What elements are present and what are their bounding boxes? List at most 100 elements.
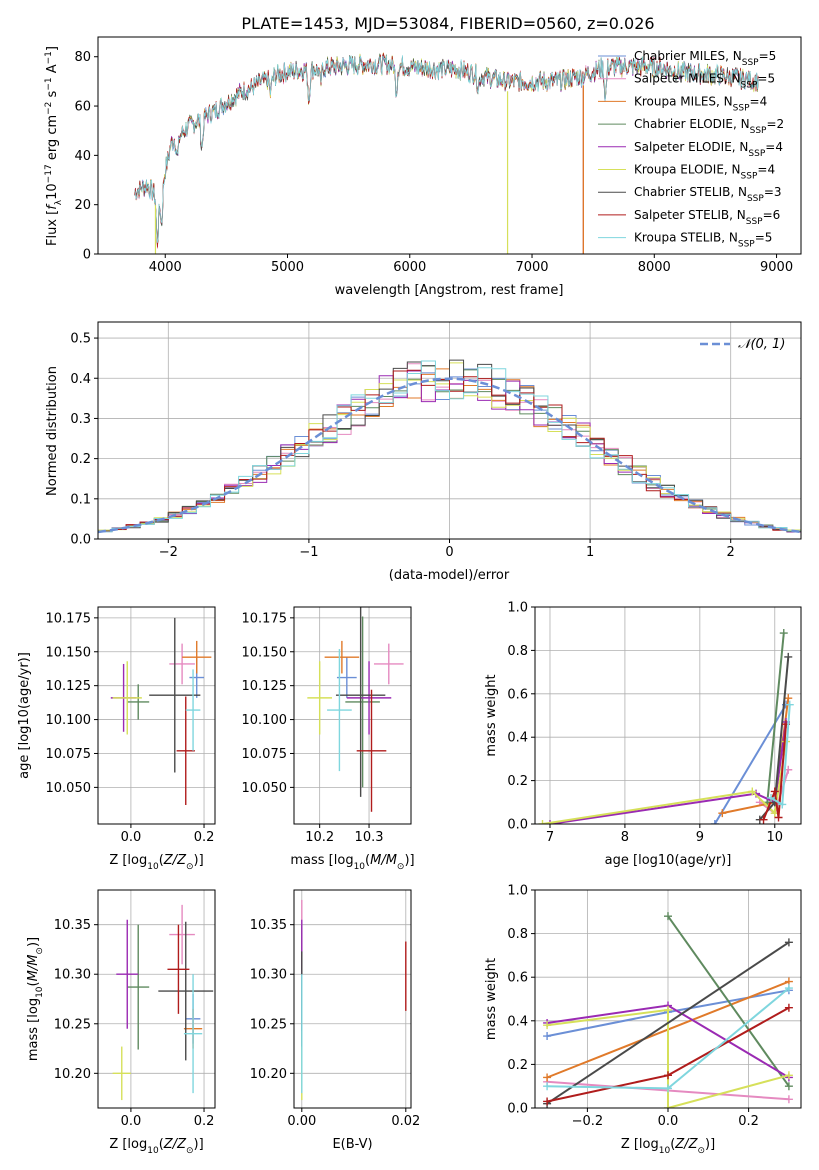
weight_vs_Z-xtick-label: 0.2 xyxy=(738,1114,759,1129)
spectrum-xtick-label: 8000 xyxy=(638,260,671,275)
weight_vs_Z-series-kroupa-elodie xyxy=(546,1008,790,1108)
age_vs_Z-xtick-label: 0.2 xyxy=(194,830,215,845)
age_vs_Z-point-salpeter-miles xyxy=(169,643,195,685)
normal-curve xyxy=(98,377,801,534)
age_vs_mass-point-kroupa-stelib xyxy=(327,649,352,772)
weight_vs_age-series-chabrier-stelib-marker xyxy=(784,652,793,661)
weight_vs_Z-series-kroupa-elodie-marker xyxy=(784,1071,793,1080)
age_vs_Z-point-chabrier-stelib xyxy=(149,617,201,773)
residuals-ytick-label: 0.4 xyxy=(70,372,91,387)
age_vs_Z-ytick-label: 10.050 xyxy=(46,781,92,796)
residuals-panel: −2 −1 0 1 2 0.0 0.1 0.2 0.3 0.4 0.5 (data-model)/er… xyxy=(45,321,802,583)
weight_vs_Z-ytick-label: 0.2 xyxy=(507,1058,528,1073)
weight_vs_Z-series-chabrier-stelib-marker xyxy=(784,938,793,947)
weight_vs_Z-series-salpeter-stelib-marker xyxy=(784,1003,793,1012)
spectrum-ytick-label: 40 xyxy=(74,149,91,164)
residuals-xtick-label: −2 xyxy=(159,545,178,560)
residuals-ytick-label: 0.2 xyxy=(70,452,91,467)
weight_vs_Z-ytick-label: 0.0 xyxy=(507,1102,528,1117)
weight_vs_age-xtick-label: 10 xyxy=(767,830,784,845)
age_vs_Z-ytick-label: 10.075 xyxy=(46,747,92,762)
weight_vs_age-ytick-label: 0.8 xyxy=(507,644,528,659)
spectrum-xtick-label: 5000 xyxy=(271,260,304,275)
weight_vs_Z-series-kroupa-miles-marker xyxy=(543,1073,552,1082)
mass_vs_Z-point-kroupa-elodie xyxy=(112,1046,131,1101)
weight_vs_Z-series-chabrier-elodie-marker xyxy=(784,1082,793,1091)
mass_vs_Z-point-salpeter-elodie xyxy=(116,919,139,1029)
age_vs_Z-point-kroupa-stelib xyxy=(185,669,201,751)
spectrum-xtick-label: 4000 xyxy=(149,260,182,275)
age_vs_mass-ytick-label: 10.050 xyxy=(242,781,288,796)
weight_vs_Z-series-chabrier-elodie-marker xyxy=(664,912,672,921)
weight_vs_age-ytick-label: 0.0 xyxy=(507,818,528,833)
residuals-hist-kroupa-stelib xyxy=(98,360,801,534)
mass_vs_Z-ytick-label: 10.25 xyxy=(54,1017,91,1032)
age_vs_Z-point-salpeter-stelib xyxy=(176,696,195,806)
age_vs_Z-xlabel: Z [log10(Z/Z⊙)] xyxy=(109,853,203,872)
age_vs_mass-point-salpeter-elodie xyxy=(346,661,392,735)
weight_vs_Z-series-salpeter-stelib-marker xyxy=(664,1071,672,1080)
spectrum-ytick-label: 80 xyxy=(74,50,91,65)
weight_vs_Z-ytick-label: 0.4 xyxy=(507,1014,528,1029)
weight_vs_age-series-kroupa-miles-marker xyxy=(718,809,727,818)
spectrum-ytick-label: 0 xyxy=(83,248,91,263)
mass_vs_Z-point-salpeter-miles xyxy=(169,904,195,965)
age-vs-z-panel: 0.0 0.2 10.050 10.075 10.100 10.125 10.150 10.1… xyxy=(17,606,216,872)
age_vs_mass-ytick-label: 10.100 xyxy=(242,713,288,728)
weight_vs_age-xtick-label: 7 xyxy=(546,830,554,845)
weight_vs_age-series-salpeter-elodie xyxy=(549,721,787,824)
weight_vs_Z-ytick-label: 1.0 xyxy=(507,884,528,899)
residuals-ytick-label: 0.5 xyxy=(70,332,91,347)
residuals-xtick-label: −1 xyxy=(299,545,318,560)
age_vs_mass-point-kroupa-elodie xyxy=(307,661,333,735)
weight_vs_Z-series-kroupa-stelib-marker xyxy=(664,1084,672,1093)
mass_vs_Z-ytick-label: 10.30 xyxy=(54,968,91,983)
spectrum-legend-entry: Salpeter STELIB, NSSP=6 xyxy=(634,208,780,227)
mass_vs_Z-frame xyxy=(97,889,216,1109)
spectrum-xtick-label: 7000 xyxy=(515,260,548,275)
spectrum-ytick-label: 60 xyxy=(74,100,91,115)
weight_vs_age-ytick-label: 0.4 xyxy=(507,731,528,746)
weight_vs_Z-series-kroupa-elodie-marker xyxy=(664,1104,672,1108)
age_vs_mass-point-chabrier-elodie xyxy=(345,616,380,788)
residuals-xtick-label: 0 xyxy=(445,545,453,560)
residuals-xtick-label: 2 xyxy=(727,545,735,560)
age_vs_Z-xtick-label: 0.0 xyxy=(121,830,142,845)
age-vs-mass-panel: 10.2 10.3 10.050 10.075 10.100 10.125 10.150 10… xyxy=(242,606,415,872)
weight_vs_age-series-chabrier-elodie-marker xyxy=(779,629,788,638)
mass_vs_ebv-xtick-label: 0.00 xyxy=(287,1114,316,1129)
weight_vs_age-series-salpeter-stelib-marker xyxy=(774,813,783,822)
mass_vs_Z-xtick-label: 0.0 xyxy=(121,1114,142,1129)
weight_vs_age-series-chabrier-elodie xyxy=(766,632,785,803)
spectrum-legend-entry: Chabrier STELIB, NSSP=3 xyxy=(634,185,782,204)
weight_vs_Z-series-salpeter-miles-marker xyxy=(784,1095,793,1104)
mass-vs-z-panel: 0.0 0.2 10.20 10.25 10.30 10.35 Z [log10(Z/Z⊙)… xyxy=(26,889,216,1156)
weight_vs_Z-series-kroupa-elodie-marker xyxy=(543,1021,552,1030)
spectrum-legend-entry: Salpeter MILES, NSSP=5 xyxy=(634,72,775,91)
mass_vs_Z-plot-area xyxy=(112,904,214,1101)
age_vs_Z-ylabel: age [log10(age/yr)] xyxy=(17,652,32,779)
spectrum-legend-entry: Chabrier MILES, NSSP=5 xyxy=(634,49,776,68)
mass_vs_ebv-ytick-label: 10.30 xyxy=(250,968,287,983)
mass_vs_Z-ytick-label: 10.35 xyxy=(54,918,91,933)
age_vs_mass-frame xyxy=(293,606,412,825)
weight_vs_Z-xlabel: Z [log10(Z/Z⊙)] xyxy=(621,1137,715,1156)
weight_vs_age-frame xyxy=(534,606,802,825)
age_vs_mass-ytick-label: 10.150 xyxy=(242,645,288,660)
age_vs_Z-point-chabrier-elodie xyxy=(127,684,150,720)
weight_vs_age-ytick-label: 0.6 xyxy=(507,687,528,702)
weight-vs-age-panel: 7 8 9 10 0.0 0.2 0.4 0.6 0.8 1.0 age [log10(age/yr… xyxy=(484,601,802,868)
spectrum-legend-entry: Kroupa STELIB, NSSP=5 xyxy=(634,231,772,250)
residuals-ytick-label: 0.1 xyxy=(70,492,91,507)
age_vs_mass-point-salpeter-stelib xyxy=(356,689,387,812)
mass_vs_Z-point-kroupa-stelib xyxy=(183,974,203,1094)
age_vs_mass-plot-area xyxy=(307,607,404,812)
weight_vs_Z-xtick-label: −0.2 xyxy=(572,1114,604,1129)
age_vs_Z-ytick-label: 10.175 xyxy=(46,611,92,626)
weight_vs_Z-series-kroupa-stelib-marker xyxy=(784,984,793,993)
mass_vs_Z-point-chabrier-elodie xyxy=(127,924,150,1050)
weight_vs_age-plot-area xyxy=(538,629,794,824)
mass_vs_Z-ytick-label: 10.20 xyxy=(54,1067,91,1082)
age_vs_Z-point-kroupa-elodie xyxy=(112,661,142,735)
weight_vs_Z-series-salpeter-stelib-marker xyxy=(543,1097,552,1106)
